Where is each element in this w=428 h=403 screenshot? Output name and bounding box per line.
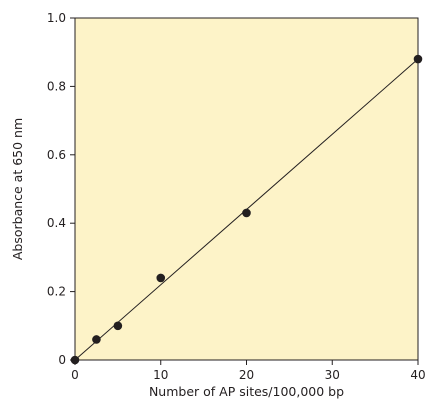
y-tick-label: 1.0 <box>47 11 66 25</box>
x-tick-label: 0 <box>71 368 79 382</box>
data-points <box>70 54 423 365</box>
y-axis-label: Absorbance at 650 nm <box>10 118 25 260</box>
x-tick-label: 30 <box>325 368 340 382</box>
x-tick-label: 20 <box>239 368 254 382</box>
data-point <box>156 273 166 283</box>
x-tick-label: 40 <box>410 368 425 382</box>
data-point <box>413 54 423 64</box>
y-tick-label: 0.8 <box>47 79 66 93</box>
y-tick-label: 0.4 <box>47 216 66 230</box>
data-point <box>242 208 251 218</box>
y-tick-label: 0.6 <box>47 148 66 162</box>
x-axis-label: Number of AP sites/100,000 bp <box>149 384 344 399</box>
tick-labels: 0 0.2 0.4 0.6 0.8 1.0 0 10 20 30 40 <box>47 11 426 382</box>
y-tick-label: 0 <box>58 353 66 367</box>
plot-area <box>74 17 419 361</box>
data-point <box>92 335 101 344</box>
x-tick-label: 10 <box>153 368 168 382</box>
y-tick-label: 0.2 <box>47 285 66 299</box>
data-point <box>113 321 123 331</box>
data-point <box>70 355 80 365</box>
